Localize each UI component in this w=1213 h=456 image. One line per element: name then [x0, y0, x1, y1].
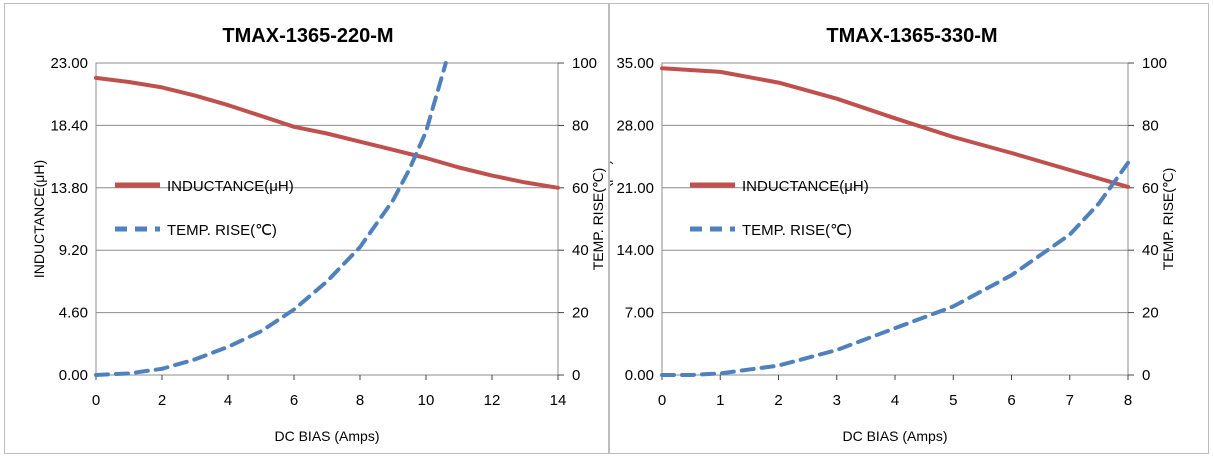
y-left-tick-label: 28.00	[616, 117, 654, 134]
y-right-tick-label: 100	[572, 55, 597, 72]
series-line-temp-rise	[660, 160, 1130, 377]
x-tick-label: 0	[92, 392, 100, 409]
x-tick-label: 4	[224, 392, 232, 409]
y-right-tick-label: 60	[572, 180, 589, 197]
chart-220: TMAX-1365-220-M 0.00 4.60 9.20 13.80 18.40 23.…	[31, 25, 606, 444]
y-right-tick-label: 20	[1142, 305, 1159, 322]
x-tick-label: 4	[891, 392, 899, 409]
y-left-axis-label: INDUCTANCE(μH)	[610, 160, 613, 278]
legend-label-temp-rise: TEMP. RISE(℃)	[167, 222, 277, 239]
chart-panel-220: TMAX-1365-220-M 0.00 4.60 9.20 13.80 18.40 23.…	[4, 3, 609, 454]
x-tick-label: 1	[716, 392, 724, 409]
y-left-tick-label: 23.00	[50, 55, 88, 72]
y-right-axis-label: TEMP. RISE(℃)	[590, 168, 606, 271]
legend-label-temp-rise: TEMP. RISE(℃)	[742, 222, 852, 239]
y-left-tick-label: 9.20	[59, 242, 88, 259]
x-tick-label: 5	[949, 392, 957, 409]
x-tick-label: 2	[774, 392, 782, 409]
y-left-tick-label: 4.60	[59, 305, 88, 322]
y-left-tick-label: 7.00	[625, 305, 654, 322]
y-right-tick-label: 0	[572, 367, 580, 384]
legend-label-inductance: INDUCTANCE(μH)	[167, 178, 294, 195]
y-left-axis-label: INDUCTANCE(μH)	[31, 160, 47, 278]
x-tick-label: 3	[833, 392, 841, 409]
series-line-inductance	[94, 75, 560, 190]
x-axis-label: DC BIAS (Amps)	[842, 428, 947, 444]
x-tick-label: 0	[658, 392, 666, 409]
x-tick-label: 8	[1124, 392, 1132, 409]
x-tick-label: 7	[1066, 392, 1074, 409]
y-left-tick-label: 14.00	[616, 242, 654, 259]
x-tick-label: 6	[1007, 392, 1015, 409]
y-left-tick-label: 0.00	[625, 367, 654, 384]
chart-330: TMAX-1365-330-M0.007.0014.0021.0028.0035…	[610, 25, 1176, 444]
y-right-tick-label: 60	[1142, 180, 1159, 197]
x-axis-label: DC BIAS (Amps)	[274, 428, 379, 444]
x-tick-label: 6	[290, 392, 298, 409]
x-tick-label: 2	[158, 392, 166, 409]
y-left-tick-label: 13.80	[50, 180, 88, 197]
x-tick-label: 8	[356, 392, 364, 409]
y-right-tick-label: 0	[1142, 367, 1150, 384]
y-left-tick-label: 18.40	[50, 117, 88, 134]
chart-title: TMAX-1365-220-M	[222, 25, 393, 47]
chart-title: TMAX-1365-330-M	[826, 25, 997, 47]
x-tick-label: 14	[550, 392, 567, 409]
y-right-tick-label: 100	[1142, 55, 1167, 72]
legend-label-inductance: INDUCTANCE(μH)	[742, 178, 869, 195]
series-line-temp-rise	[94, 61, 448, 377]
y-left-tick-label: 0.00	[59, 367, 88, 384]
y-right-tick-label: 40	[1142, 242, 1159, 259]
y-right-tick-label: 20	[572, 305, 589, 322]
y-right-axis-label: TEMP. RISE(℃)	[1160, 168, 1176, 271]
y-left-tick-label: 35.00	[616, 55, 654, 72]
plot-area	[95, 62, 559, 376]
x-tick-label: 10	[418, 392, 435, 409]
y-right-tick-label: 40	[572, 242, 589, 259]
series-line-inductance	[660, 66, 1130, 189]
y-right-tick-label: 80	[572, 117, 589, 134]
y-right-tick-label: 80	[1142, 117, 1159, 134]
y-left-tick-label: 21.00	[616, 180, 654, 197]
chart-panel-330: TMAX-1365-330-M 0.00 7.00 14.00 21.00 28.00 35…	[609, 3, 1209, 454]
x-tick-label: 12	[484, 392, 501, 409]
